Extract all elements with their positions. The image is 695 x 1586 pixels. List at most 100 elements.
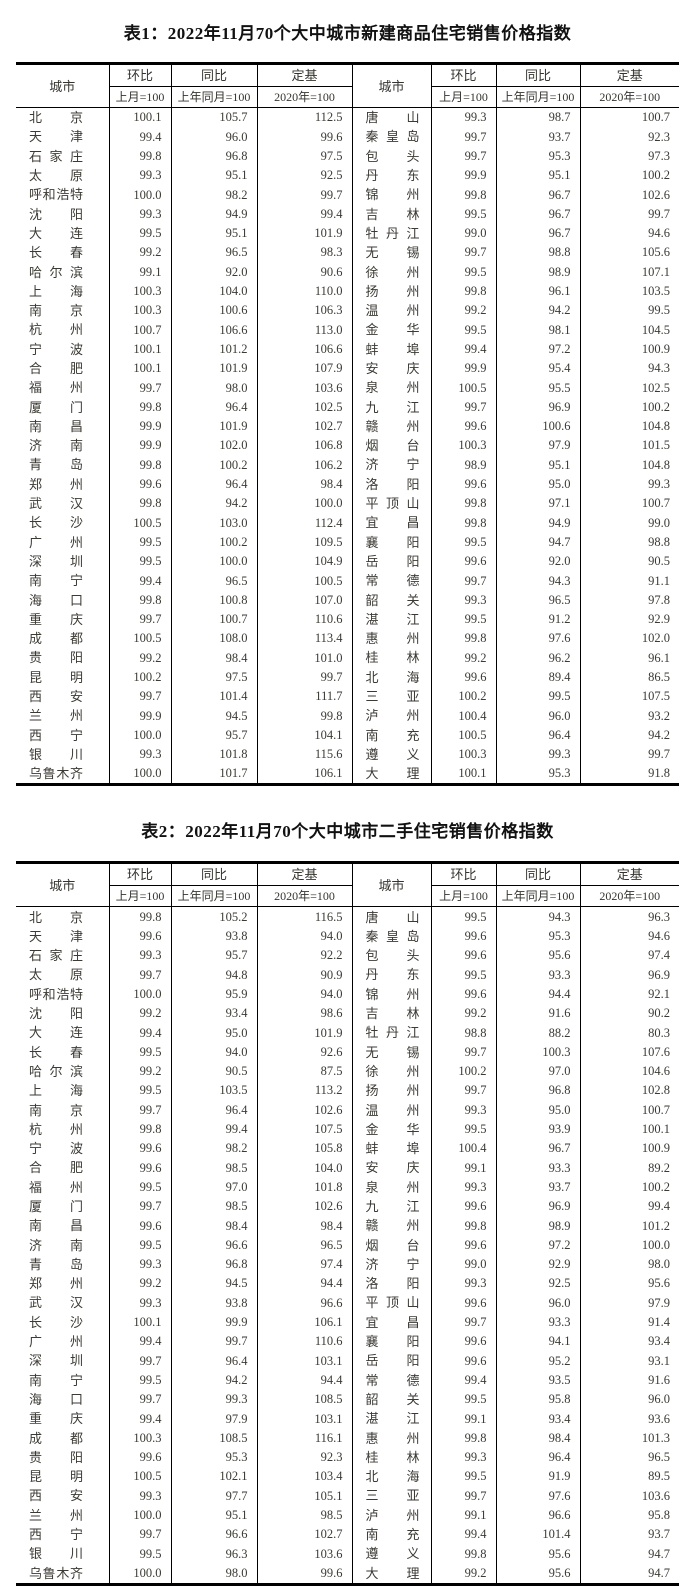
table-row: 天津 99.4 96.0 99.6 秦皇岛 99.7 93.7 92.3: [16, 127, 679, 147]
value-cell: 100.0: [109, 1505, 172, 1525]
value-cell: 96.5: [171, 571, 258, 591]
value-cell: 95.5: [496, 378, 581, 398]
value-cell: 115.6: [257, 744, 353, 765]
table-row: 青岛 99.8 100.2 106.2 济宁 98.9 95.1 104.8: [16, 455, 679, 475]
city-name: 烟台: [365, 1237, 420, 1253]
value-cell: 99.7: [257, 185, 353, 205]
city-cell: 乌鲁木齐: [16, 764, 110, 785]
value-cell: 98.1: [496, 320, 581, 340]
value-cell: 100.2: [171, 532, 258, 552]
value-cell: 101.8: [257, 1177, 353, 1197]
value-cell: 99.2: [109, 1003, 172, 1024]
value-cell: 95.7: [171, 945, 258, 966]
city-name: 九江: [365, 1198, 420, 1214]
price-index-table-secondhand-homes: 城市 环比 同比 定基 城市 环比 同比 定基 上月=100 上年同月=100 …: [16, 861, 679, 1586]
value-cell: 99.8: [431, 1428, 497, 1448]
value-cell: 110.6: [257, 1331, 353, 1352]
city-name: 贵阳: [29, 650, 83, 666]
value-cell: 98.9: [496, 1216, 581, 1236]
city-cell: 呼和浩特: [16, 185, 110, 205]
table-row: 上海 99.5 103.5 113.2 扬州 99.7 96.8 102.8: [16, 1081, 679, 1101]
city-name: 泉州: [365, 380, 420, 396]
value-cell: 97.2: [496, 339, 581, 359]
value-cell: 99.4: [257, 204, 353, 224]
value-cell: 100.5: [431, 378, 497, 398]
city-name: 呼和浩特: [29, 187, 83, 203]
value-cell: 98.8: [431, 1023, 497, 1043]
value-cell: 99.1: [431, 1409, 497, 1429]
col-subheader-yoy-base: 上年同月=100: [171, 86, 258, 108]
value-cell: 99.1: [431, 1158, 497, 1178]
city-cell: 岳阳: [352, 1351, 432, 1371]
city-name: 武汉: [29, 496, 83, 512]
city-name: 长春: [29, 1044, 83, 1060]
value-cell: 95.9: [171, 984, 258, 1004]
value-cell: 99.9: [171, 1312, 258, 1332]
city-cell: 烟台: [352, 436, 432, 456]
city-cell: 扬州: [352, 281, 432, 301]
value-cell: 96.8: [171, 146, 258, 166]
city-name: 南昌: [29, 418, 83, 434]
value-cell: 103.0: [171, 513, 258, 533]
value-cell: 99.7: [109, 1524, 172, 1545]
city-name: 青岛: [29, 1256, 83, 1272]
city-name: 赣州: [365, 1218, 420, 1234]
value-cell: 99.2: [431, 648, 497, 668]
table-row: 石家庄 99.3 95.7 92.2 包头 99.6 95.6 97.4: [16, 945, 679, 966]
city-cell: 厦门: [16, 397, 110, 417]
value-cell: 96.0: [496, 1293, 581, 1313]
city-name: 三亚: [365, 689, 420, 705]
city-cell: 长春: [16, 243, 110, 263]
value-cell: 95.1: [171, 1505, 258, 1525]
value-cell: 93.4: [496, 1409, 581, 1429]
value-cell: 96.9: [496, 1196, 581, 1217]
value-cell: 100.7: [171, 609, 258, 630]
city-name: 成都: [29, 631, 83, 647]
city-name: 包头: [365, 148, 420, 164]
value-cell: 99.3: [109, 1254, 172, 1275]
city-cell: 呼和浩特: [16, 984, 110, 1004]
city-name: 武汉: [29, 1295, 83, 1311]
col-header-fixed-base: 定基: [257, 862, 353, 887]
table-row: 成都 100.3 108.5 116.1 惠州 99.8 98.4 101.3: [16, 1428, 679, 1448]
city-cell: 安庆: [352, 358, 432, 379]
value-cell: 100.0: [109, 984, 172, 1004]
value-cell: 99.5: [109, 1081, 172, 1101]
value-cell: 98.8: [648, 534, 670, 549]
value-cell: 97.6: [496, 1486, 581, 1506]
value-cell: 99.5: [109, 1544, 172, 1564]
value-cell: 100.0: [257, 493, 353, 514]
city-cell: 洛阳: [352, 1274, 432, 1294]
city-name: 北海: [365, 1469, 420, 1485]
table-row: 杭州 99.8 99.4 107.5 金华 99.5 93.9 100.1: [16, 1119, 679, 1139]
city-name: 深圳: [29, 1353, 83, 1369]
value-cell: 100.2: [171, 455, 258, 475]
city-name: 海口: [29, 1391, 83, 1407]
value-cell: 97.9: [648, 1295, 670, 1310]
table-row: 沈阳 99.3 94.9 99.4 吉林 99.5 96.7 99.7: [16, 204, 679, 224]
city-name: 郑州: [29, 1276, 83, 1292]
value-cell: 95.0: [496, 474, 581, 494]
value-cell: 96.0: [496, 706, 581, 726]
value-cell: 99.6: [109, 1447, 172, 1467]
value-cell: 99.3: [648, 477, 670, 492]
city-cell: 天津: [16, 127, 110, 147]
table-row: 太原 99.3 95.1 92.5 丹东 99.9 95.1 100.2: [16, 165, 679, 186]
city-cell: 扬州: [352, 1081, 432, 1101]
value-cell: 100.3: [109, 281, 172, 301]
city-cell: 南充: [352, 1524, 432, 1545]
value-cell: 94.2: [171, 1370, 258, 1390]
city-name: 温州: [365, 1102, 420, 1118]
value-cell: 93.2: [648, 708, 670, 723]
city-cell: 韶关: [352, 1389, 432, 1410]
city-name: 秦皇岛: [365, 129, 420, 145]
value-cell: 99.4: [109, 1331, 172, 1352]
value-cell: 99.0: [648, 515, 670, 530]
city-cell: 平顶山: [352, 1293, 432, 1313]
table2-header: 城市 环比 同比 定基 城市 环比 同比 定基 上月=100 上年同月=100 …: [16, 862, 679, 908]
city-name: 昆明: [29, 1469, 83, 1485]
city-name: 湛江: [365, 611, 420, 627]
value-cell: 93.7: [496, 127, 581, 147]
col-header-city: 城市: [352, 862, 432, 908]
city-name: 杭州: [29, 1121, 83, 1137]
